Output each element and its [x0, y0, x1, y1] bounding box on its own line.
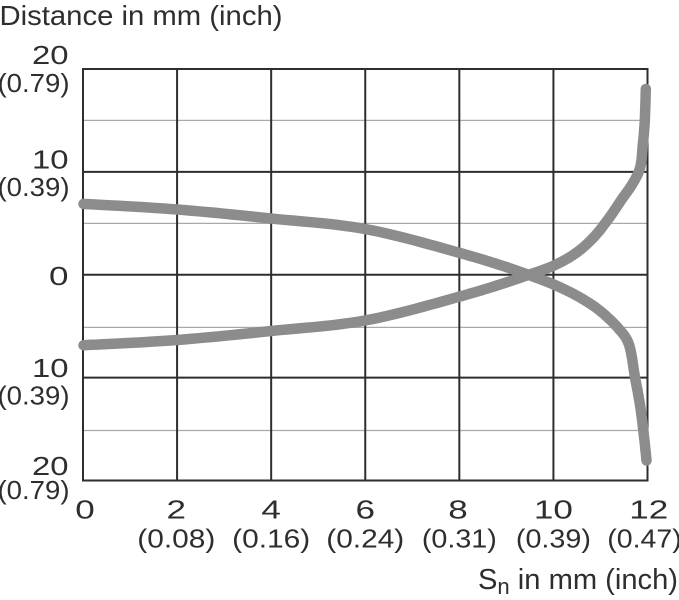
svg-text:4: 4	[261, 495, 281, 525]
svg-text:0: 0	[75, 495, 95, 525]
svg-text:6: 6	[356, 495, 376, 525]
svg-text:(0.31): (0.31)	[422, 524, 497, 554]
svg-text:(0.16): (0.16)	[232, 524, 310, 554]
svg-text:20: 20	[32, 451, 69, 481]
svg-text:8: 8	[448, 495, 468, 525]
svg-text:10: 10	[32, 353, 69, 383]
svg-text:(0.47): (0.47)	[607, 524, 679, 554]
svg-text:Distance in mm (inch): Distance in mm (inch)	[0, 0, 283, 31]
svg-text:0: 0	[49, 261, 69, 291]
svg-text:10: 10	[32, 145, 69, 175]
svg-text:(0.24): (0.24)	[326, 524, 404, 554]
svg-text:12: 12	[629, 495, 668, 525]
svg-text:20: 20	[32, 40, 69, 70]
svg-text:(0.79): (0.79)	[0, 68, 70, 98]
svg-text:(0.39): (0.39)	[0, 381, 70, 411]
svg-text:2: 2	[167, 495, 187, 525]
svg-text:(0.39): (0.39)	[0, 172, 70, 202]
svg-text:(0.79): (0.79)	[0, 475, 70, 505]
svg-text:(0.08): (0.08)	[137, 524, 215, 554]
svg-text:Sn in mm (inch): Sn in mm (inch)	[478, 564, 678, 599]
svg-text:(0.39): (0.39)	[516, 524, 591, 554]
svg-text:10: 10	[534, 495, 573, 525]
